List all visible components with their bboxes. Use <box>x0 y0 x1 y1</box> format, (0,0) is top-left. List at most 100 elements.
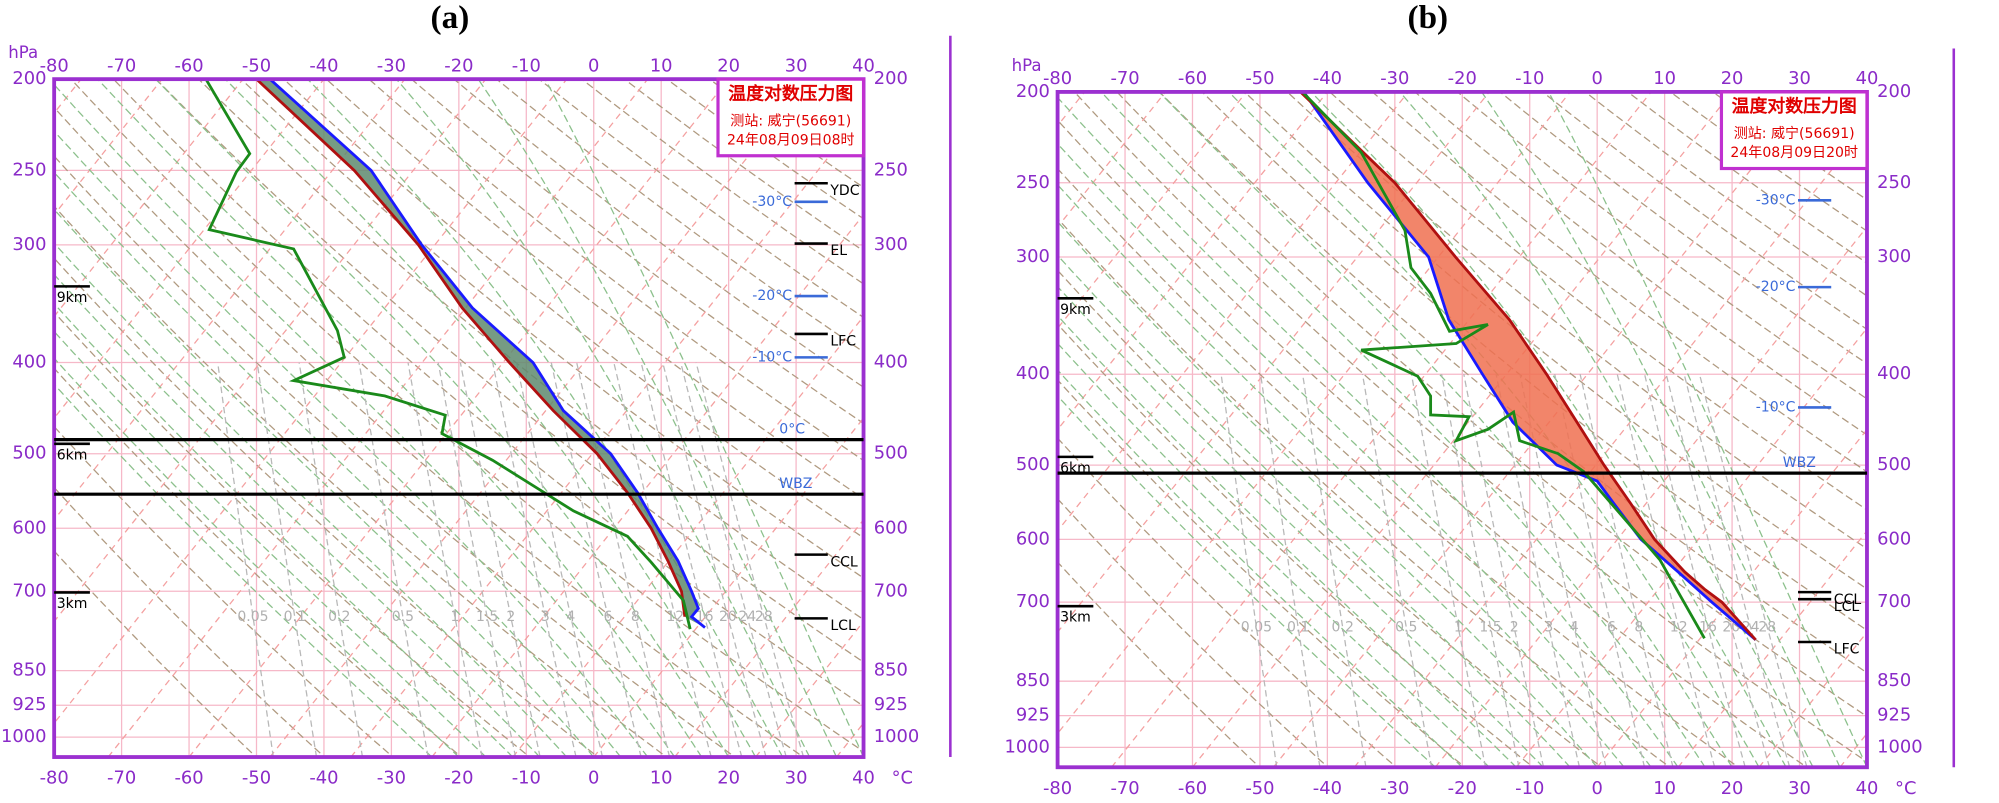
mixing-ratio-label: 4 <box>1570 619 1579 635</box>
dry-adiabat <box>54 425 394 758</box>
level-label: 0°C <box>779 421 805 437</box>
isoline <box>1596 428 1867 768</box>
mixing-ratio-line <box>550 362 642 758</box>
x-tick-label: 40 <box>1856 778 1879 799</box>
moist-adiabat <box>1100 91 1706 768</box>
station-box <box>1719 90 1869 171</box>
isoline <box>998 79 1538 757</box>
station-text: 测站: 威宁(56691) <box>1734 125 1855 142</box>
x-tick-label: -60 <box>174 55 203 76</box>
x-tick-label: -50 <box>242 55 271 76</box>
x-tick-label: 10 <box>650 55 673 76</box>
x-tick-label: 40 <box>852 768 875 789</box>
isoline <box>350 112 864 758</box>
y-tick-label: 400 <box>1877 363 1911 384</box>
isoline <box>1839 732 1867 768</box>
y-tick-label: 600 <box>874 517 908 538</box>
parcel-label: LFC <box>830 334 856 350</box>
isoline <box>1160 79 1700 757</box>
y-tick-label: 200 <box>12 68 46 89</box>
dry-adiabat <box>54 311 531 758</box>
background-lines <box>54 79 1700 758</box>
energy-area <box>1300 91 1756 640</box>
x-tick-label: -50 <box>1245 778 1274 799</box>
mixing-ratio-line <box>613 362 712 758</box>
isoline <box>431 213 864 758</box>
y-tick-label: 200 <box>1016 81 1050 102</box>
x-tick-label: -80 <box>1043 68 1072 89</box>
moist-adiabat <box>54 357 460 758</box>
profile-line <box>1302 91 1757 641</box>
moist-adiabat <box>1057 183 1625 768</box>
y-tick-label: 700 <box>1877 591 1911 612</box>
dry-adiabat <box>1456 91 1867 400</box>
dry-adiabat <box>1057 217 1671 768</box>
y-tick-label: 500 <box>12 443 46 464</box>
height-label: 9km <box>1060 302 1091 318</box>
x-tick-label: -10 <box>512 768 541 789</box>
mixing-ratio-line <box>1643 374 1746 768</box>
mixing-ratio-label: 16 <box>1699 619 1717 635</box>
dry-adiabat <box>1413 91 1867 436</box>
mixing-ratio-label: 12 <box>666 609 684 625</box>
moist-adiabat <box>1057 285 1544 768</box>
isoline <box>1677 529 1867 768</box>
x-tick-label: -20 <box>1448 778 1477 799</box>
dry-adiabat <box>54 367 463 758</box>
moist-adiabat <box>155 79 730 758</box>
y-tick-label: 700 <box>12 580 46 601</box>
dry-adiabat <box>1201 91 1867 632</box>
y-tick-label: 700 <box>874 580 908 601</box>
mixing-ratio-label: 3 <box>1544 619 1553 635</box>
y-tick-label: 850 <box>12 660 46 681</box>
dry-adiabat <box>1057 437 1398 768</box>
moist-adiabat <box>1057 220 1598 768</box>
moist-adiabat <box>1548 91 1867 768</box>
dry-adiabat <box>495 79 864 353</box>
background-lines <box>1057 91 1867 768</box>
isotherm-label: -10°C <box>752 349 792 365</box>
x-tick-label: -30 <box>377 55 406 76</box>
y-tick-label: 925 <box>1016 705 1050 726</box>
y-tick-label: 850 <box>1016 670 1050 691</box>
y-axis-unit: hPa <box>1012 56 1042 75</box>
moist-adiabat <box>1057 368 1463 768</box>
level-label: WBZ <box>1783 455 1816 471</box>
y-tick-label: 600 <box>1016 528 1050 549</box>
y-tick-label: 1000 <box>1 726 46 747</box>
y-tick-label: 500 <box>874 443 908 464</box>
mixing-ratio-line <box>298 362 364 758</box>
dry-adiabat <box>70 79 864 753</box>
profile-line <box>204 78 692 630</box>
dry-adiabat <box>54 257 600 758</box>
isoline <box>674 518 864 758</box>
moist-adiabat <box>54 208 595 758</box>
mixing-ratio-label: 0.5 <box>392 609 414 625</box>
parcel-label: LCL <box>1834 599 1860 615</box>
dry-adiabat <box>54 205 668 758</box>
y-tick-label: 1000 <box>1877 736 1922 757</box>
moist-adiabat <box>54 330 487 758</box>
isoline <box>1515 327 1867 768</box>
dry-adiabat <box>1057 167 1740 768</box>
moist-adiabat <box>1399 91 1814 768</box>
mixing-ratio-label: 2 <box>1510 619 1519 635</box>
dry-adiabat <box>197 79 864 621</box>
height-label: 3km <box>1060 610 1091 626</box>
mixing-ratio-line <box>576 362 671 758</box>
mixing-ratio-line <box>1220 374 1278 768</box>
panel-title: (b) <box>1408 0 1449 36</box>
mixing-ratio-line <box>680 362 787 758</box>
panel-title: (a) <box>431 0 470 36</box>
moist-adiabat <box>54 383 433 758</box>
height-label: 9km <box>57 290 88 306</box>
x-tick-label: -20 <box>444 768 473 789</box>
station-box <box>716 77 866 158</box>
dry-adiabat <box>54 486 326 758</box>
dry-adiabat <box>1057 561 1261 768</box>
x-tick-label: 10 <box>650 768 673 789</box>
mixing-ratio-label: 16 <box>696 609 714 625</box>
mixing-ratio-label: 3 <box>541 609 550 625</box>
isotherm-label: -20°C <box>752 288 792 304</box>
isotherm-label: -10°C <box>1756 399 1796 415</box>
